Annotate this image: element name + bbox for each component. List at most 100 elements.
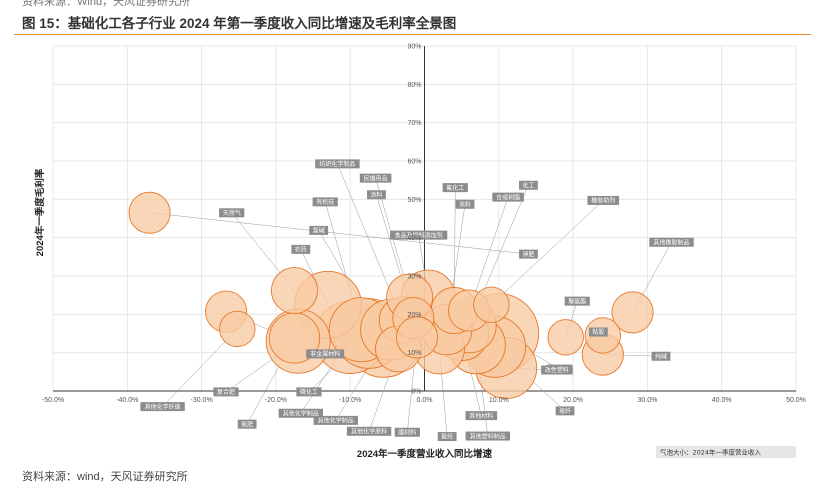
bubble-label: 农药 [295,246,307,254]
label-bg [649,237,694,247]
x-tick-label: 40.0% [712,397,732,404]
y-tick-label: 60% [407,159,421,166]
label-bg [306,349,345,359]
leader-line [149,212,529,255]
label-bg [492,192,524,202]
bubble-label: 纺织化学制品 [319,160,355,168]
bubble-label: 橡胶助剂 [591,197,615,205]
size-note-text: 气泡大小：2024年一季度营业收入 [660,448,762,457]
x-tick-label: -40.0% [116,397,138,404]
label-bg [588,327,608,337]
label-bg [296,387,322,397]
y-tick-label: 50% [407,197,421,204]
bubble-label: 有机硅 [316,198,334,206]
x-tick-label: 0.0% [417,397,433,404]
source-note-bottom: 资料来源：wind，天风证券研究所 [22,471,188,483]
label-bg [519,249,538,259]
x-tick-label: 30.0% [637,397,657,404]
label-bg [140,402,185,412]
bubble-label: 天然气 [223,209,241,217]
label-bg [309,225,329,235]
bubble-label: 氮肥 [241,420,253,428]
source-note-top: 资料来源：Wind，天风证券研究所 [22,0,191,8]
bubble [547,319,584,356]
y-tick-label: 20% [407,312,421,319]
label-bg [465,431,510,441]
bubble-label: 粘胶 [592,328,604,336]
label-bg [359,173,392,183]
bubble-label: 氟化工 [446,184,464,192]
x-axis-title: 2024年一季度营业收入同比增速 [357,448,493,460]
label-bg [541,365,573,375]
label-bg [237,419,257,429]
label-bg [587,195,620,205]
bubble [128,191,171,234]
label-bg [437,432,457,442]
bubble [219,310,256,348]
y-tick-label: 80% [407,82,421,89]
leader-line [491,200,604,305]
x-tick-label: -50.0% [42,397,64,404]
bubble-label: 膜材料 [398,428,416,436]
title-rule [14,34,811,35]
y-tick-label: 0% [411,389,421,396]
label-bg [651,351,671,361]
label-bg [278,408,324,418]
y-tick-label: 30% [407,274,421,281]
bubble-label: 磷化工 [300,388,318,396]
x-tick-label: -20.0% [265,397,287,404]
bubble [271,267,318,315]
bubble-label: 其他塑料制品 [470,432,506,440]
x-tick-label: 50.0% [786,397,806,404]
label-bg [390,230,448,240]
bubble-labels: 钾肥非金属材料其他化学纤维天然气氮肥复合肥农药有机硅磷化工氯碱其他化学制品纺织化… [140,159,694,442]
bubble-label: 食品及饲料添加剂 [395,231,443,239]
label-bg [219,208,245,218]
y-axis-title: 2024年一季度毛利率 [34,168,46,256]
label-bg [455,199,475,209]
x-tick-label: -10.0% [339,397,361,404]
bubble-label: 非金属材料 [310,350,340,358]
label-bg [564,296,590,306]
bubble-label: 复合肥 [217,388,235,396]
bubble [396,316,439,359]
x-tick-label: 10.0% [489,397,509,404]
bubble-label: 其他化学制品 [283,409,319,417]
size-note: 气泡大小：2024年一季度营业收入 [656,446,796,458]
label-bg [465,411,498,421]
bubble-label: 改性塑料 [545,366,569,374]
bubble-label: 其他材料 [469,412,493,420]
bubble-label: 化工 [522,181,534,189]
x-tick-label: 20.0% [563,397,583,404]
label-bg [519,180,538,190]
bubble-label: 其他化学制品 [318,417,354,425]
label-bg [346,426,392,436]
label-bg [312,197,338,207]
bubble-label: 民爆用品 [364,174,388,182]
tick-labels: -50.0% -40.0% -30.0% -20.0% -10.0% 0.0% 10.0% 2… [42,44,806,405]
label-bg [367,190,386,200]
y-tick-label: 90% [407,44,421,51]
bubble-label: 其他橡胶制品 [654,238,690,246]
x-tick-label: -30.0% [191,397,213,404]
bubble-label: 合成树脂 [496,193,520,201]
y-tick-label: 70% [407,120,421,127]
y-tick-label: 40% [407,235,421,242]
bubble-label: 玻纤 [559,407,571,415]
size-note-bg [656,446,796,458]
bubble [611,291,654,334]
label-bg [213,387,239,397]
figure-title: 图 15：基础化工各子行业 2024 年第一季度收入同比增速及毛利率全景图 [22,16,457,31]
label-bg [394,427,420,437]
label-bg [291,244,311,254]
bubble-label: 其他化学原料 [351,428,387,436]
label-bg [442,183,468,193]
bubble-label: 其他化学纤维 [145,403,181,411]
bubble-label: 纯碱 [655,352,667,360]
label-bg [313,415,358,425]
bubble-label: 涂料 [370,191,382,199]
bubble-label: 氯碱 [313,227,325,235]
bubble-label: 氨纶 [441,433,453,441]
bubble-label: 聚氨酯 [568,297,586,305]
